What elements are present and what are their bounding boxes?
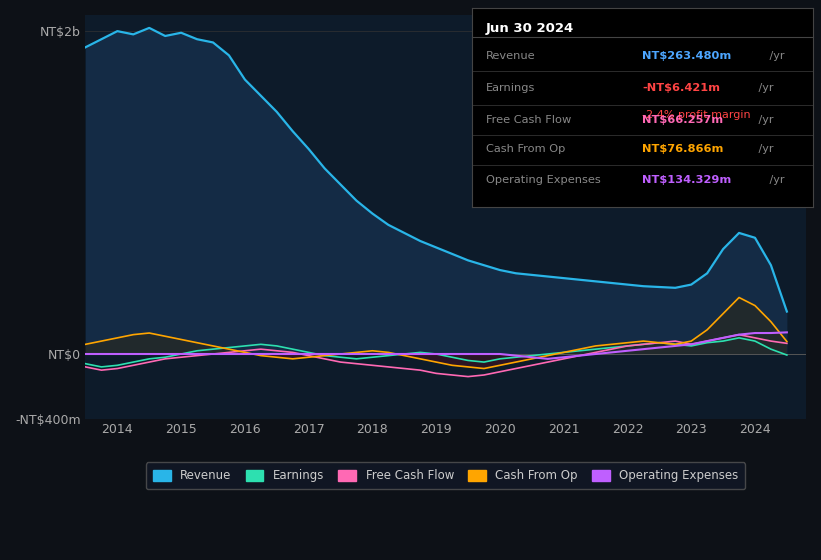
Text: /yr: /yr	[754, 83, 773, 93]
Text: NT$66.257m: NT$66.257m	[643, 115, 723, 125]
Text: NT$76.866m: NT$76.866m	[643, 143, 724, 153]
Legend: Revenue, Earnings, Free Cash Flow, Cash From Op, Operating Expenses: Revenue, Earnings, Free Cash Flow, Cash …	[146, 462, 745, 489]
Text: Revenue: Revenue	[486, 51, 535, 61]
Text: -2.4% profit margin: -2.4% profit margin	[643, 110, 751, 120]
Text: /yr: /yr	[766, 51, 785, 61]
Text: NT$134.329m: NT$134.329m	[643, 175, 732, 185]
Text: /yr: /yr	[766, 175, 785, 185]
Text: Cash From Op: Cash From Op	[486, 143, 565, 153]
Text: /yr: /yr	[754, 115, 773, 125]
Text: Operating Expenses: Operating Expenses	[486, 175, 600, 185]
Text: -NT$6.421m: -NT$6.421m	[643, 83, 721, 93]
Text: Free Cash Flow: Free Cash Flow	[486, 115, 571, 125]
Text: Earnings: Earnings	[486, 83, 535, 93]
Text: Jun 30 2024: Jun 30 2024	[486, 22, 574, 35]
Text: /yr: /yr	[754, 143, 773, 153]
Text: NT$263.480m: NT$263.480m	[643, 51, 732, 61]
